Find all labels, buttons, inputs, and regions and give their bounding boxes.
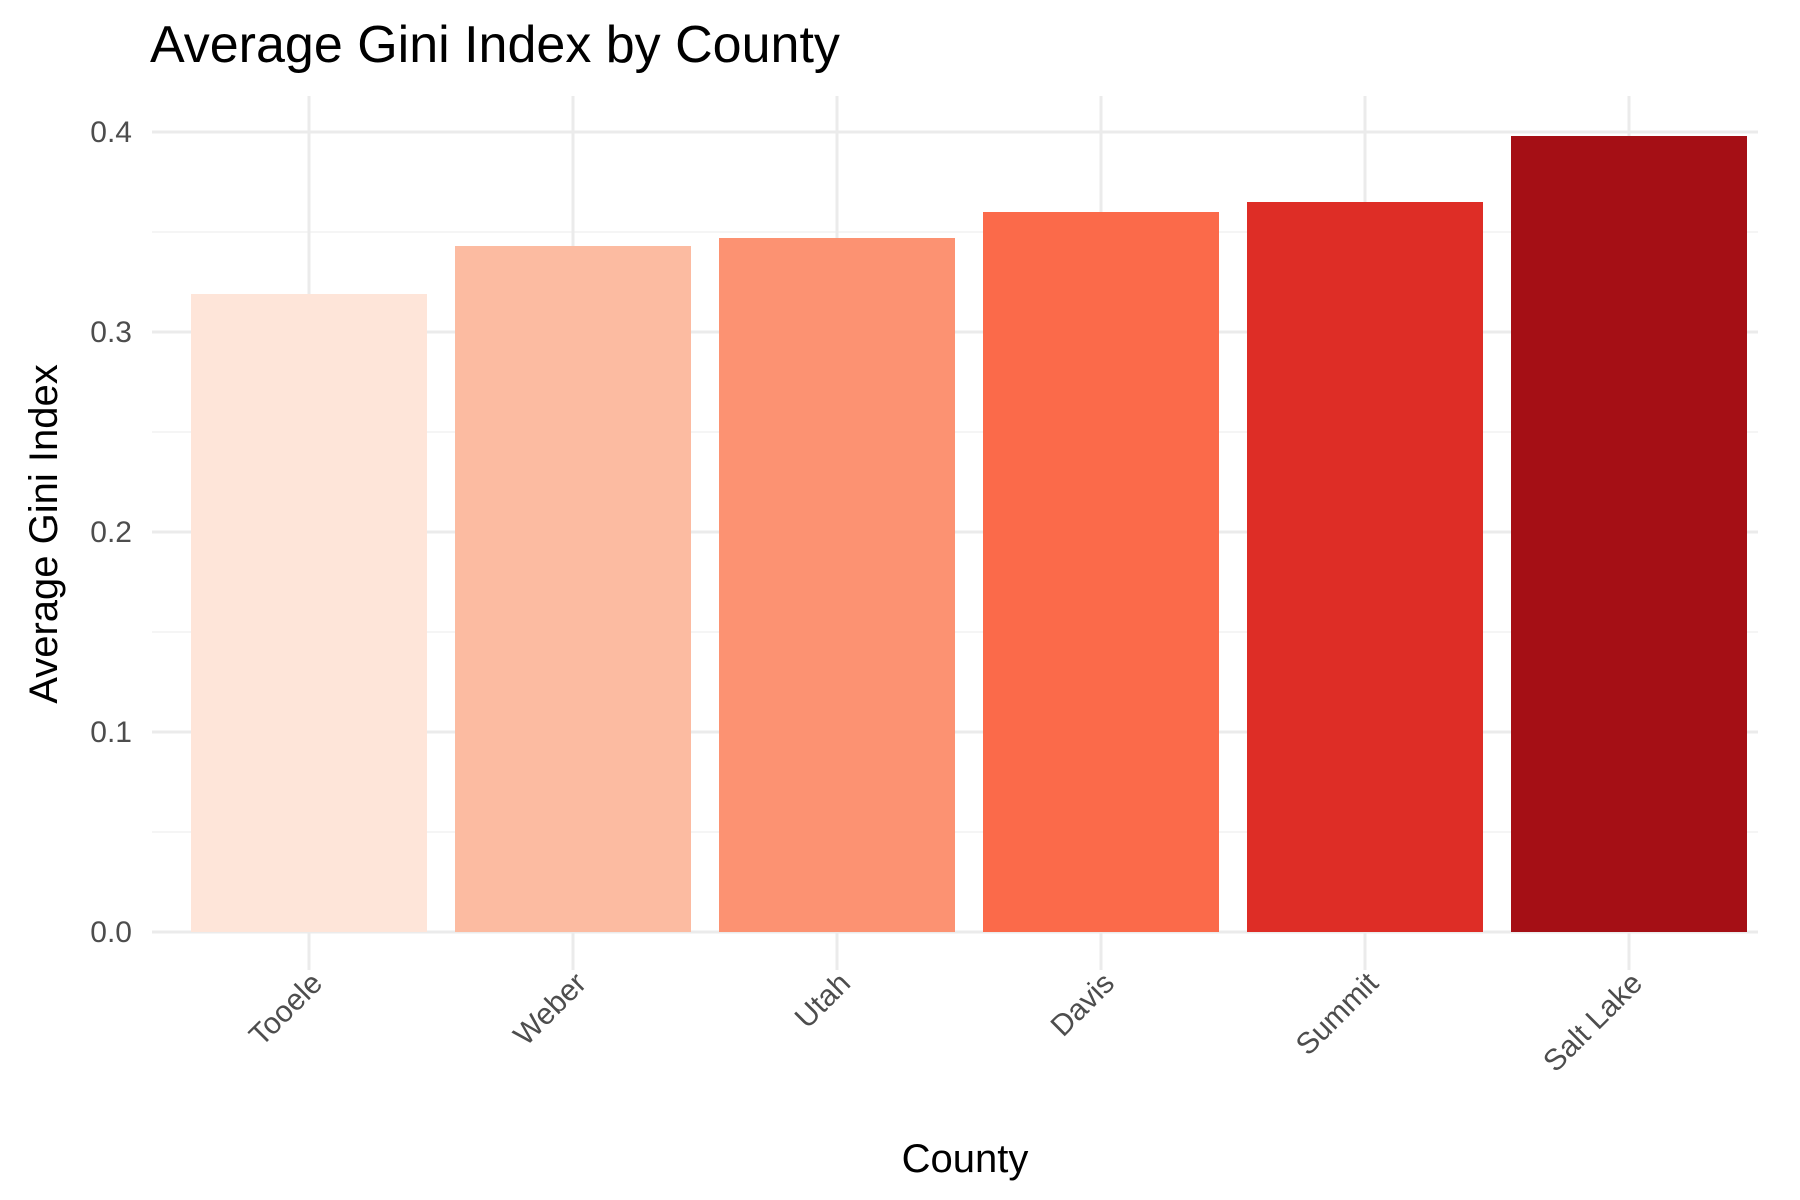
y-axis-title: Average Gini Index — [22, 364, 66, 703]
x-axis-title: County — [902, 1137, 1029, 1181]
bar-tooele — [191, 294, 427, 932]
bar-salt-lake — [1511, 136, 1747, 932]
y-tick-label: 0.1 — [90, 716, 132, 749]
bar-davis — [983, 212, 1219, 932]
y-axis-ticks: 0.0 0.1 0.2 0.3 0.4 — [90, 116, 132, 949]
y-tick-label: 0.2 — [90, 516, 132, 549]
chart-title: Average Gini Index by County — [150, 16, 840, 74]
x-tick-label: Salt Lake — [1537, 967, 1649, 1079]
x-tick-label: Davis — [1045, 967, 1121, 1043]
x-tick-label: Weber — [508, 967, 593, 1052]
x-axis-ticks: Tooele Weber Utah Davis Summit Salt Lake — [243, 966, 1649, 1078]
y-tick-label: 0.4 — [90, 116, 132, 149]
bar-weber — [455, 246, 691, 932]
x-tick-label: Summit — [1290, 966, 1386, 1062]
y-tick-label: 0.3 — [90, 316, 132, 349]
bar-summit — [1247, 202, 1483, 932]
bars — [191, 136, 1747, 932]
x-tick-label: Tooele — [243, 967, 329, 1053]
y-tick-label: 0.0 — [90, 916, 132, 949]
bar-utah — [719, 238, 955, 932]
x-tick-label: Utah — [789, 967, 857, 1035]
